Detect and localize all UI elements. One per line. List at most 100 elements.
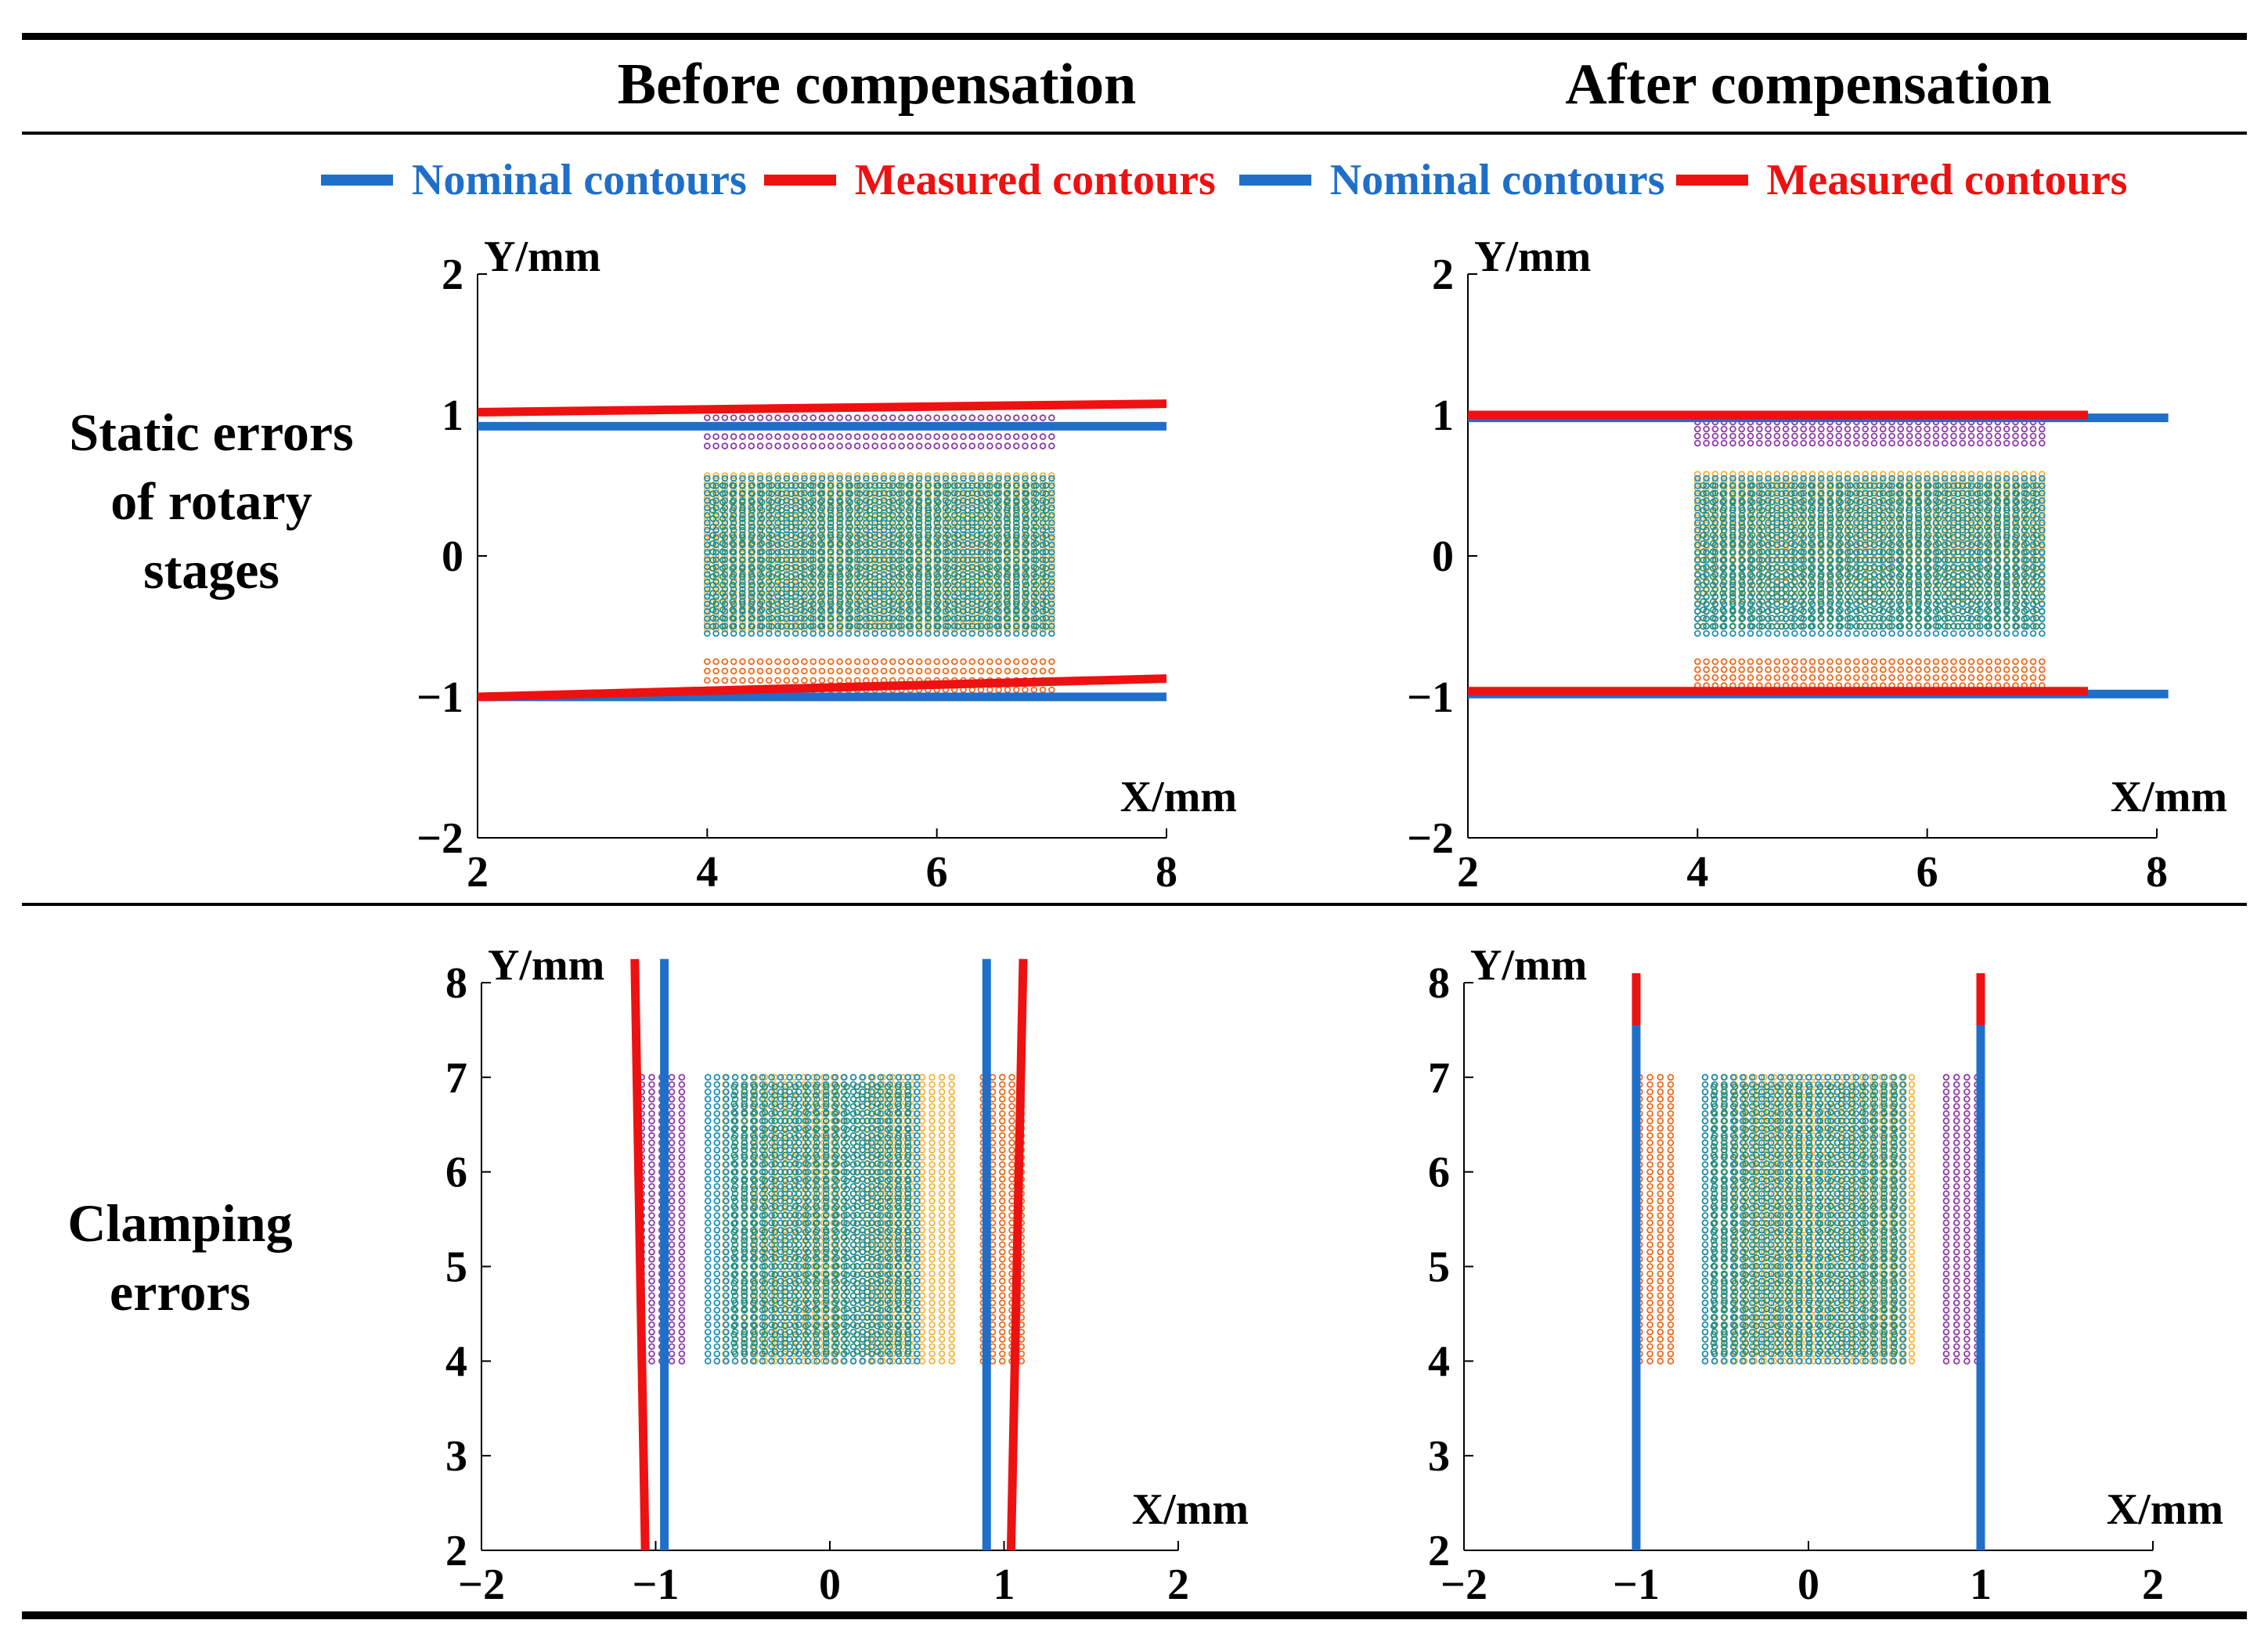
data-point (709, 622, 716, 630)
data-point (809, 658, 817, 666)
data-point (777, 482, 785, 489)
data-point (974, 597, 981, 605)
data-point (889, 548, 896, 556)
data-point (1694, 425, 1701, 433)
data-point (871, 593, 878, 601)
data-point (1906, 519, 1913, 526)
data-point (986, 615, 993, 622)
top-rule (22, 33, 2247, 40)
data-point (1758, 556, 1766, 564)
data-point (1747, 658, 1754, 666)
data-point (2021, 666, 2028, 673)
data-point (1739, 482, 1747, 489)
data-point (1720, 478, 1728, 485)
data-point (871, 630, 878, 637)
data-point (1870, 478, 1878, 485)
data-point (809, 474, 817, 482)
data-point (2003, 658, 2010, 666)
data-point (809, 433, 817, 440)
data-point (1012, 618, 1020, 626)
data-point (876, 482, 883, 489)
data-point (1709, 532, 1717, 539)
data-point (935, 606, 942, 614)
data-point (1826, 658, 1834, 666)
data-point (950, 615, 958, 622)
data-point (738, 498, 746, 506)
data-point (986, 582, 993, 589)
data-point (954, 606, 961, 614)
data-point (1941, 482, 1949, 489)
data-point (1748, 573, 1756, 580)
data-point (766, 482, 773, 489)
data-point (1012, 472, 1020, 479)
data-point (896, 523, 903, 531)
data-point (1959, 432, 1967, 440)
data-point (950, 596, 958, 604)
data-point (1048, 511, 1055, 519)
data-point (856, 590, 864, 597)
data-point (935, 523, 942, 531)
data-point (950, 414, 958, 421)
data-point (712, 630, 719, 637)
data-point (925, 472, 932, 479)
data-point (871, 611, 878, 619)
data-point (1739, 515, 1747, 522)
data-point (935, 565, 942, 572)
data-point (1915, 666, 1922, 673)
data-point (721, 472, 729, 479)
data-point (827, 548, 835, 556)
data-point (871, 414, 878, 421)
data-point (1782, 474, 1790, 482)
data-point (950, 589, 958, 597)
data-point (774, 596, 781, 604)
data-point (777, 507, 785, 514)
data-point (777, 581, 785, 589)
data-point (1048, 608, 1055, 615)
data-point (2029, 474, 2037, 482)
legend: Nominal contours Measured contours Nomin… (321, 149, 2127, 211)
data-point (818, 474, 826, 482)
data-point (846, 597, 854, 605)
data-point (2012, 474, 2019, 482)
data-point (1959, 526, 1967, 534)
data-point (1720, 630, 1728, 637)
data-point (995, 667, 1002, 675)
data-point (777, 615, 785, 622)
data-point (896, 498, 903, 506)
data-point (845, 658, 853, 666)
x-tick-label: 6 (1916, 848, 1938, 897)
data-point (977, 414, 985, 421)
data-point (1039, 615, 1047, 622)
data-point (730, 586, 737, 593)
data-point (1765, 666, 1772, 673)
data-point (876, 498, 883, 506)
data-point (974, 539, 981, 547)
data-point (1932, 674, 1940, 681)
data-point (1748, 490, 1756, 497)
point-cloud-orange (1694, 658, 2046, 689)
data-point (1817, 478, 1825, 485)
data-point (871, 658, 878, 666)
data-point (889, 482, 896, 489)
data-point (836, 556, 844, 564)
data-point (827, 532, 835, 539)
data-point (871, 511, 878, 519)
data-point (791, 474, 799, 482)
data-point (907, 414, 914, 421)
data-point (797, 532, 805, 539)
data-point (974, 622, 981, 630)
data-point (871, 433, 878, 440)
bottom-rule (22, 1611, 2247, 1619)
data-point (986, 622, 993, 630)
data-point (2021, 439, 2028, 447)
data-point (880, 667, 888, 675)
data-point (748, 519, 755, 526)
data-point (758, 490, 766, 497)
data-point (954, 507, 961, 514)
data-point (896, 515, 903, 522)
data-point (1994, 478, 2002, 485)
data-point (1703, 519, 1710, 526)
data-point (1773, 511, 1781, 519)
data-point (960, 630, 967, 637)
